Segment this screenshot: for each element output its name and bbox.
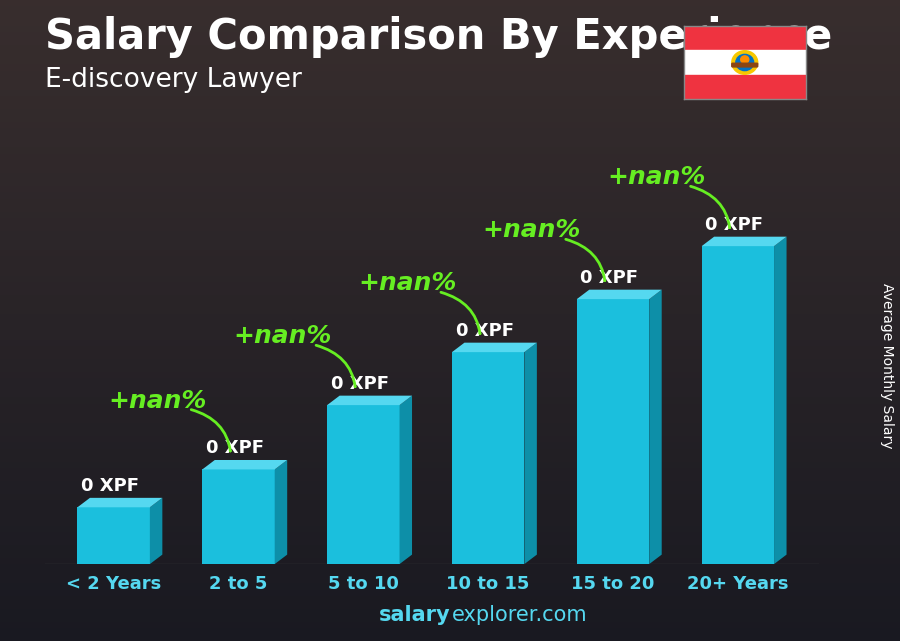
Polygon shape (77, 507, 150, 564)
Text: 0 XPF: 0 XPF (455, 322, 514, 340)
Bar (684, 51, 806, 74)
Text: E-discovery Lawyer: E-discovery Lawyer (45, 67, 302, 94)
Text: +nan%: +nan% (108, 388, 206, 413)
Polygon shape (452, 343, 537, 352)
Polygon shape (327, 405, 400, 564)
Polygon shape (577, 290, 662, 299)
FancyArrowPatch shape (690, 187, 730, 228)
Polygon shape (649, 290, 662, 564)
Circle shape (732, 51, 758, 74)
Polygon shape (774, 237, 787, 564)
Text: +nan%: +nan% (482, 219, 581, 242)
Polygon shape (77, 498, 162, 507)
Polygon shape (400, 395, 412, 564)
Circle shape (736, 54, 753, 71)
Text: Salary Comparison By Experience: Salary Comparison By Experience (45, 16, 832, 58)
Text: Average Monthly Salary: Average Monthly Salary (879, 283, 894, 448)
Polygon shape (327, 395, 412, 405)
Text: 0 XPF: 0 XPF (580, 269, 638, 287)
Text: 0 XPF: 0 XPF (330, 374, 389, 393)
Polygon shape (525, 343, 537, 564)
Bar (684, 74, 806, 99)
Polygon shape (150, 498, 162, 564)
Polygon shape (702, 237, 787, 246)
Text: explorer.com: explorer.com (452, 605, 588, 625)
Text: +nan%: +nan% (608, 165, 706, 189)
FancyArrowPatch shape (566, 239, 605, 281)
FancyArrowPatch shape (441, 292, 480, 334)
FancyArrowPatch shape (316, 345, 356, 387)
Text: 0 XPF: 0 XPF (81, 477, 139, 495)
Circle shape (741, 56, 749, 63)
Polygon shape (702, 246, 774, 564)
Text: 0 XPF: 0 XPF (206, 439, 264, 457)
Text: +nan%: +nan% (358, 271, 456, 296)
Text: salary: salary (378, 605, 450, 625)
Polygon shape (202, 469, 274, 564)
Polygon shape (202, 460, 287, 469)
Polygon shape (577, 299, 649, 564)
Polygon shape (274, 460, 287, 564)
Bar (684, 26, 806, 51)
Polygon shape (452, 352, 525, 564)
Text: 0 XPF: 0 XPF (706, 215, 763, 234)
Text: +nan%: +nan% (233, 324, 331, 348)
FancyArrowPatch shape (191, 410, 230, 451)
FancyBboxPatch shape (732, 63, 758, 67)
